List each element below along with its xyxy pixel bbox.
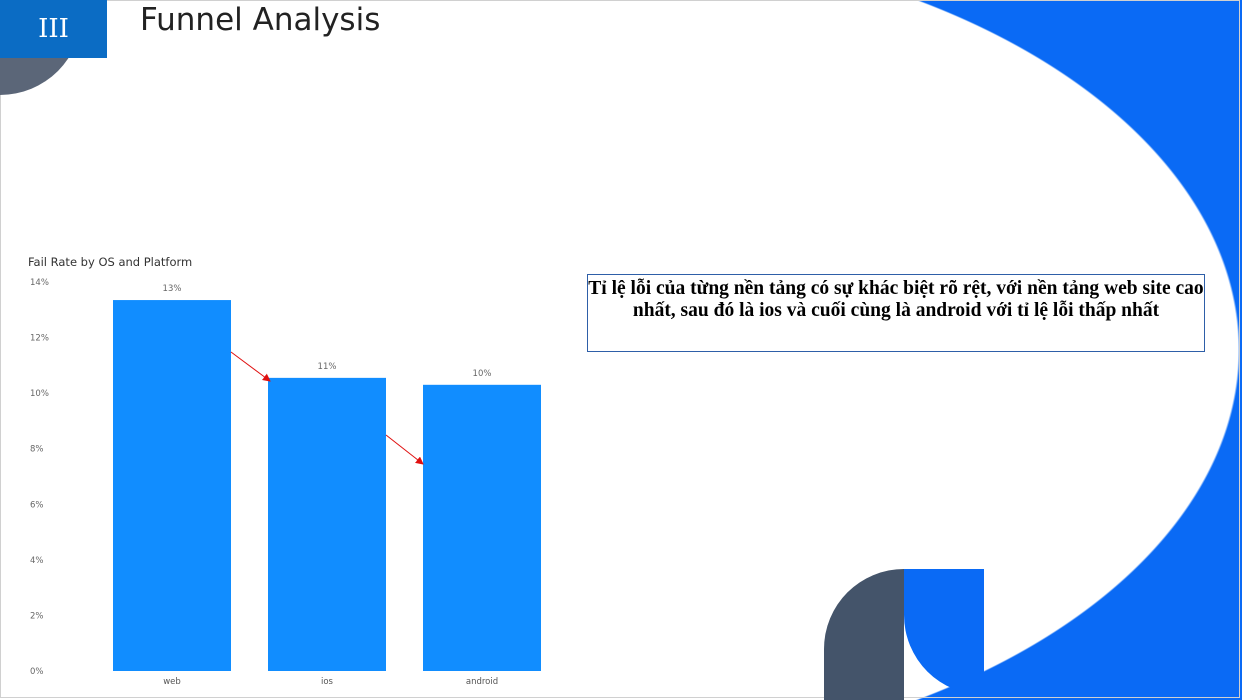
y-tick-label: 12% <box>30 334 49 344</box>
y-tick-label: 14% <box>30 278 49 288</box>
chart-title: Fail Rate by OS and Platform <box>28 255 192 269</box>
page-title: Funnel Analysis <box>140 2 381 38</box>
data-label: 11% <box>318 362 337 372</box>
bar-android <box>423 384 541 671</box>
bar-web <box>113 300 231 671</box>
y-tick-label: 4% <box>30 556 44 566</box>
section-number: III <box>0 0 107 58</box>
arrow-annotation <box>385 434 424 465</box>
bar-chart: Fail Rate by OS and Platform 0% 2% 4% 6% 8% 1… <box>28 255 541 687</box>
y-tick-label: 6% <box>30 500 44 510</box>
y-tick-label: 2% <box>30 611 44 621</box>
x-tick-label: web <box>163 677 181 687</box>
y-tick-label: 10% <box>30 389 49 399</box>
note-textbox: Tỉ lệ lỗi của từng nền tảng có sự khác b… <box>587 274 1205 352</box>
y-tick-label: 0% <box>30 667 44 677</box>
y-tick-label: 8% <box>30 445 44 455</box>
data-label: 13% <box>163 284 182 294</box>
arrow-annotation <box>230 351 271 382</box>
x-tick-label: ios <box>321 677 334 687</box>
bar-ios <box>268 377 386 671</box>
x-tick-label: android <box>466 677 498 687</box>
data-label: 10% <box>473 369 492 379</box>
